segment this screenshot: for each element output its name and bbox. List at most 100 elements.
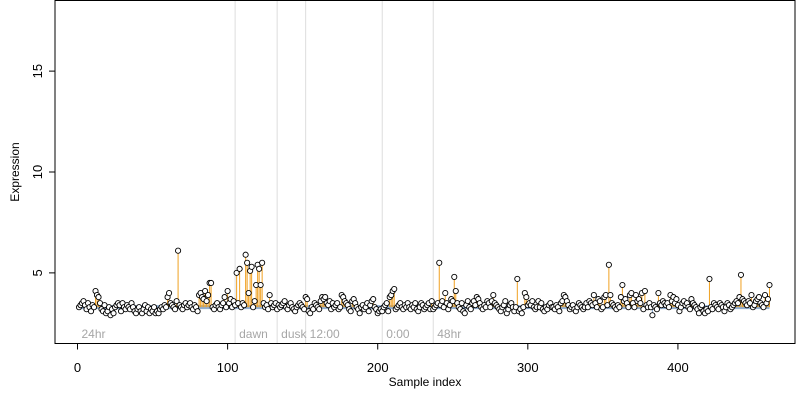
data-point — [632, 292, 639, 299]
annotation-lines — [234, 0, 434, 344]
data-point — [208, 279, 215, 287]
data-point — [665, 304, 672, 311]
data-point — [383, 300, 390, 307]
data-point — [502, 298, 509, 305]
data-point — [256, 265, 263, 272]
data-point — [607, 292, 614, 299]
x-tick-label: 0 — [74, 360, 81, 375]
data-point — [452, 287, 459, 295]
data-point — [428, 298, 435, 305]
data-point — [266, 292, 273, 299]
data-point — [451, 273, 458, 280]
data-point — [523, 294, 530, 301]
data-point — [242, 251, 249, 258]
data-point — [307, 310, 314, 317]
data-point — [467, 306, 474, 313]
y-tick-label: 5 — [30, 269, 45, 276]
plot-frame — [54, 0, 796, 344]
annotation-label: 0:00 — [386, 327, 410, 341]
annotation-labels: 24hr dawn dusk 12:00 0:00 48hr — [82, 327, 462, 341]
data-point — [175, 247, 182, 254]
y-axis: 5 10 15 — [30, 64, 55, 276]
data-point — [259, 259, 266, 266]
data-point — [649, 312, 656, 319]
data-point — [748, 292, 755, 299]
data-point — [202, 287, 209, 295]
data-point — [706, 275, 713, 282]
data-point — [224, 287, 231, 295]
data-point — [436, 259, 443, 266]
data-point — [734, 300, 742, 307]
data-point — [412, 300, 419, 307]
annotation-label: dusk — [281, 327, 307, 341]
data-point — [538, 300, 545, 307]
data-point — [281, 298, 288, 305]
data-point — [616, 304, 623, 311]
data-point — [236, 265, 243, 272]
data-point — [653, 306, 660, 313]
data-point — [590, 292, 597, 299]
data-point — [766, 281, 773, 289]
data-point — [755, 294, 763, 301]
data-point — [673, 296, 680, 303]
data-point — [737, 271, 745, 278]
data-point — [761, 292, 769, 299]
data-point — [304, 296, 311, 303]
x-tick-label: 100 — [217, 360, 239, 375]
data-point — [556, 308, 563, 315]
annotation-label: 48hr — [437, 327, 461, 341]
data-point — [686, 306, 693, 313]
data-point — [172, 306, 179, 313]
data-point — [442, 290, 449, 297]
annotation-label: 24hr — [82, 327, 106, 341]
data-point — [596, 298, 603, 305]
data-point — [334, 300, 341, 307]
data-point — [95, 294, 102, 301]
data-point — [250, 304, 257, 311]
data-point — [605, 261, 612, 268]
x-tick-label: 400 — [667, 360, 689, 375]
data-point — [257, 281, 264, 289]
y-axis-label: Expression — [8, 142, 22, 201]
data-point — [641, 287, 648, 295]
data-point — [490, 292, 497, 299]
data-point — [487, 304, 494, 311]
annotation-label: dawn — [239, 327, 268, 341]
data-point — [337, 304, 344, 311]
data-point — [244, 259, 251, 266]
data-point — [655, 290, 662, 297]
data-point — [110, 310, 117, 317]
data-point — [631, 304, 638, 311]
data-point — [241, 302, 248, 309]
data-point — [316, 306, 323, 313]
point-layer — [75, 247, 773, 319]
data-point — [514, 275, 521, 282]
data-point — [205, 292, 212, 299]
data-point — [322, 294, 329, 301]
x-axis-label: Sample index — [389, 375, 462, 389]
data-point — [163, 304, 170, 311]
data-point — [90, 304, 98, 311]
data-point — [87, 308, 95, 315]
data-point — [518, 310, 525, 317]
annotation-label: 12:00 — [310, 327, 340, 341]
y-tick-label: 15 — [30, 64, 45, 78]
data-point — [446, 302, 453, 309]
data-point — [698, 302, 705, 309]
data-point — [365, 308, 372, 315]
data-point — [166, 290, 173, 297]
data-point — [245, 290, 252, 297]
data-point — [248, 263, 255, 270]
data-point — [220, 300, 227, 307]
data-point — [194, 308, 201, 315]
x-tick-label: 300 — [517, 360, 539, 375]
data-point — [151, 304, 158, 311]
data-point — [356, 310, 363, 317]
data-point — [221, 294, 228, 301]
data-point — [619, 281, 626, 289]
data-point — [370, 296, 377, 303]
data-point — [625, 304, 632, 311]
y-tick-label: 10 — [30, 165, 45, 179]
data-point — [203, 298, 210, 305]
